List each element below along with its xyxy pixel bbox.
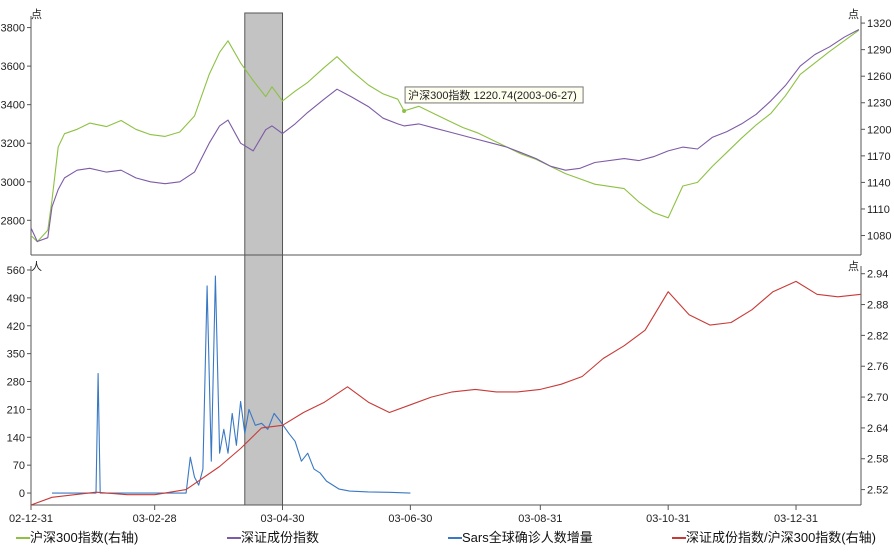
series-layer — [30, 29, 862, 506]
bottom-left-tick-label: 140 — [7, 432, 25, 444]
series-hs300-line — [30, 29, 860, 243]
x-axis-tick-labels: 02-12-31 03-02-28 03-04-30 03-06-30 03-08-31… — [9, 505, 818, 525]
top-left-unit-label: 点 — [31, 8, 42, 21]
top-right-tick-label: 1080 — [867, 231, 891, 243]
series-ratio-line — [30, 280, 862, 506]
bottom-right-unit-label: 点 — [848, 260, 859, 273]
legend-label: Sars全球确诊人数增量 — [462, 530, 593, 545]
tooltip-text: 沪深300指数 1220.74(2003-06-27) — [408, 88, 577, 102]
x-tick-label: 03-04-30 — [260, 513, 304, 525]
top-left-tick-labels: 2800 3000 3200 3400 3600 3800 — [1, 23, 31, 227]
top-left-tick-label: 3800 — [1, 23, 25, 35]
legend-label: 深证成份指数/沪深300指数(右轴) — [686, 530, 876, 545]
top-right-tick-label: 1320 — [867, 18, 891, 30]
legend-label: 深证成份指数 — [241, 530, 319, 545]
tooltip-anchor-point — [402, 108, 407, 113]
x-tick-label: 03-08-31 — [518, 513, 562, 525]
bottom-right-tick-label: 2.70 — [867, 392, 888, 404]
bottom-left-tick-label: 70 — [13, 460, 25, 472]
top-right-tick-label: 1140 — [867, 177, 891, 189]
legend-label: 沪深300指数(右轴) — [30, 530, 138, 545]
bottom-right-tick-label: 2.94 — [867, 269, 888, 281]
top-left-tick-label: 3400 — [1, 100, 25, 112]
bottom-right-tick-labels: 2.52 2.58 2.64 2.70 2.76 2.82 2.88 2.94 — [861, 269, 888, 497]
bottom-right-tick-label: 2.58 — [867, 454, 888, 466]
top-left-tick-label: 3000 — [1, 177, 25, 189]
x-tick-label: 03-02-28 — [133, 513, 177, 525]
bottom-right-tick-label: 2.82 — [867, 330, 888, 342]
highlight-band — [244, 12, 284, 506]
bottom-left-tick-label: 0 — [19, 488, 25, 500]
series-sars-line — [52, 275, 411, 494]
top-panel-axes: 点 点 — [30, 8, 862, 256]
top-left-tick-label: 3200 — [1, 138, 25, 150]
bottom-right-tick-label: 2.88 — [867, 300, 888, 312]
bottom-left-tick-label: 280 — [7, 377, 25, 389]
bottom-right-tick-label: 2.64 — [867, 423, 888, 435]
top-right-tick-labels: 1080 1110 1140 1170 1200 1230 1260 1290 1320 — [861, 18, 891, 243]
bottom-left-tick-label: 210 — [7, 404, 25, 416]
bottom-right-tick-label: 2.76 — [867, 361, 888, 373]
x-tick-label: 03-06-30 — [388, 513, 432, 525]
top-right-tick-label: 1290 — [867, 45, 891, 57]
top-left-tick-label: 3600 — [1, 61, 25, 73]
top-right-tick-label: 1230 — [867, 98, 891, 110]
top-right-unit-label: 点 — [848, 8, 859, 21]
top-right-tick-label: 1110 — [867, 204, 890, 216]
tooltip-box — [404, 86, 584, 104]
bottom-right-tick-label: 2.52 — [867, 485, 888, 497]
bottom-left-tick-labels: 0 70 140 210 280 350 420 490 560 — [7, 265, 31, 500]
top-right-tick-label: 1170 — [867, 151, 891, 163]
bottom-left-unit-label: 人 — [31, 260, 42, 273]
bottom-left-tick-label: 420 — [7, 321, 25, 333]
bottom-left-tick-label: 350 — [7, 349, 25, 361]
x-tick-label: 03-12-31 — [774, 513, 818, 525]
top-left-tick-label: 2800 — [1, 215, 25, 227]
bottom-left-tick-label: 560 — [7, 265, 25, 277]
top-right-tick-label: 1260 — [867, 71, 891, 83]
data-tooltip: 沪深300指数 1220.74(2003-06-27) — [404, 86, 584, 104]
series-szcz-line — [30, 29, 860, 243]
top-right-tick-label: 1200 — [867, 124, 891, 136]
legend: 沪深300指数(右轴) 深证成份指数 Sars全球确诊人数增量 深证成份指数/沪深30… — [16, 530, 876, 545]
bottom-left-tick-label: 490 — [7, 293, 25, 305]
x-tick-label: 03-10-31 — [646, 513, 690, 525]
x-tick-label: 02-12-31 — [9, 513, 53, 525]
